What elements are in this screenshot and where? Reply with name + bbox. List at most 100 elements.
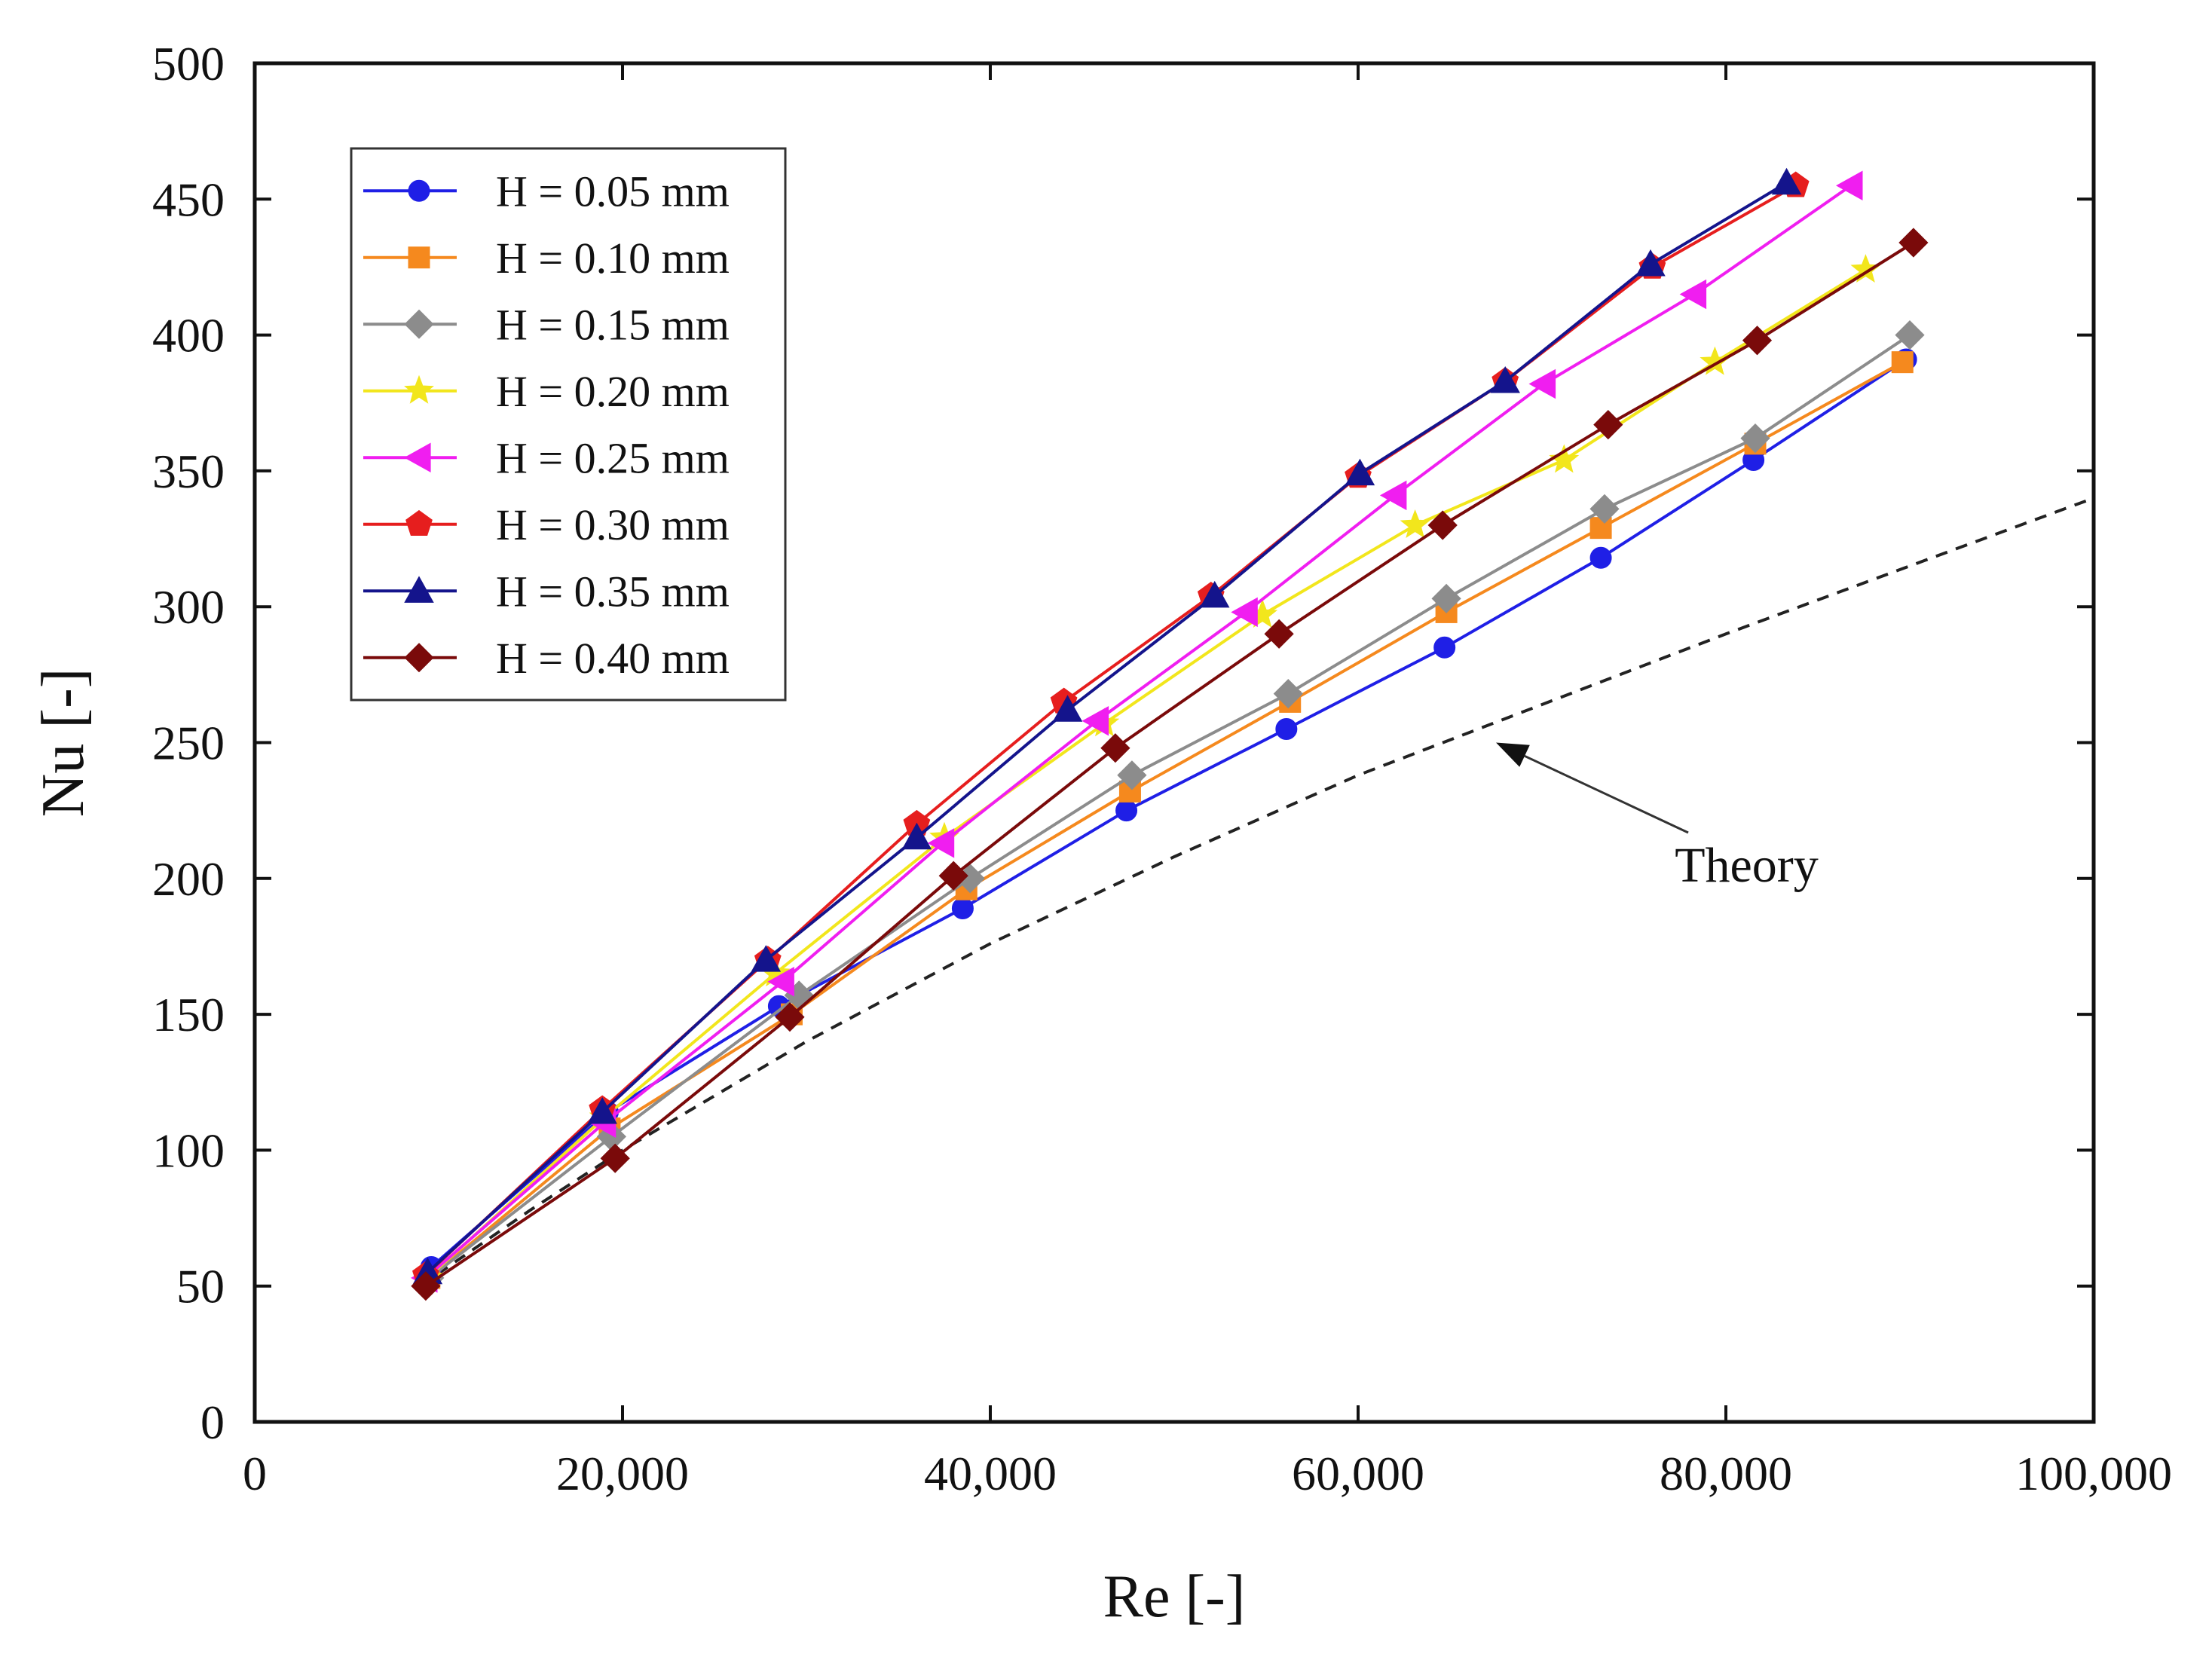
data-point bbox=[1199, 580, 1230, 608]
y-tick-label: 200 bbox=[152, 852, 225, 906]
data-point bbox=[1771, 167, 1802, 195]
data-point bbox=[938, 861, 968, 891]
data-point bbox=[1589, 494, 1620, 524]
legend-item: H = 0.40 mm bbox=[363, 634, 730, 683]
data-point bbox=[1345, 458, 1375, 486]
data-point bbox=[600, 1143, 630, 1173]
data-point bbox=[1431, 583, 1461, 614]
data-point bbox=[901, 822, 932, 850]
x-tick-label: 60,000 bbox=[1292, 1447, 1424, 1500]
data-point bbox=[1052, 695, 1083, 722]
data-point bbox=[1593, 409, 1623, 440]
series-line bbox=[428, 360, 1904, 1279]
series-line bbox=[430, 358, 1908, 1269]
y-tick-label: 350 bbox=[152, 445, 225, 498]
legend-marker bbox=[408, 179, 430, 202]
data-point bbox=[1589, 517, 1612, 540]
data-point bbox=[411, 1271, 441, 1301]
legend-label: H = 0.40 mm bbox=[496, 634, 730, 683]
data-point bbox=[1082, 705, 1109, 736]
theory-arrowhead bbox=[1496, 742, 1530, 767]
x-tick-label: 100,000 bbox=[2015, 1447, 2172, 1500]
y-tick-label: 0 bbox=[200, 1396, 225, 1449]
data-point bbox=[1635, 249, 1666, 277]
legend-marker bbox=[404, 375, 434, 404]
data-point bbox=[1433, 636, 1456, 659]
x-tick-label: 20,000 bbox=[556, 1447, 689, 1500]
y-tick-label: 50 bbox=[176, 1260, 225, 1313]
theory-arrow bbox=[1524, 754, 1689, 834]
y-axis-title: Nu [-] bbox=[30, 668, 96, 818]
legend-marker bbox=[404, 643, 434, 673]
data-point bbox=[1891, 351, 1914, 374]
y-axis-ticks: 0 50 100 150 200 250 300 350 400 450 500 bbox=[152, 37, 2094, 1449]
series-2 bbox=[415, 319, 1925, 1293]
data-point bbox=[1100, 733, 1130, 763]
data-point bbox=[1115, 799, 1138, 822]
data-point bbox=[1679, 279, 1707, 310]
series-6 bbox=[412, 167, 1802, 1285]
data-point bbox=[1589, 546, 1612, 569]
series-4 bbox=[410, 170, 1863, 1293]
data-point bbox=[927, 828, 955, 858]
data-point bbox=[1427, 510, 1458, 540]
series-line bbox=[427, 181, 1788, 1274]
y-tick-label: 500 bbox=[152, 37, 225, 90]
y-tick-label: 100 bbox=[152, 1124, 225, 1177]
x-tick-label: 40,000 bbox=[924, 1447, 1057, 1500]
plot-series bbox=[410, 167, 2094, 1301]
legend-item: H = 0.20 mm bbox=[363, 367, 730, 416]
series-7 bbox=[411, 228, 1929, 1301]
legend-label: H = 0.30 mm bbox=[496, 500, 730, 549]
legend-item: H = 0.10 mm bbox=[363, 234, 730, 283]
data-point bbox=[1275, 717, 1298, 740]
data-point bbox=[1117, 760, 1147, 790]
legend-label: H = 0.20 mm bbox=[496, 367, 730, 416]
legend-marker bbox=[405, 509, 433, 536]
legend-label: H = 0.15 mm bbox=[496, 300, 730, 349]
legend-item: H = 0.15 mm bbox=[363, 300, 730, 349]
data-point bbox=[1231, 597, 1258, 628]
data-point bbox=[951, 897, 974, 919]
x-tick-label: 80,000 bbox=[1660, 1447, 1792, 1500]
legend: H = 0.05 mm H = 0.10 mm H = 0.15 mm H = 0.2… bbox=[350, 147, 787, 702]
theory-line bbox=[419, 497, 2094, 1288]
y-tick-label: 450 bbox=[152, 173, 225, 226]
data-point bbox=[1898, 228, 1929, 258]
theory-annotation: Theory bbox=[1496, 742, 1819, 893]
legend-item: H = 0.25 mm bbox=[363, 433, 730, 482]
legend-label: H = 0.25 mm bbox=[496, 433, 730, 482]
data-point bbox=[1264, 619, 1294, 649]
y-tick-label: 250 bbox=[152, 717, 225, 770]
legend-box bbox=[350, 147, 787, 702]
x-axis-title: Re [-] bbox=[1103, 1564, 1246, 1630]
theory-label: Theory bbox=[1675, 838, 1819, 893]
data-point bbox=[751, 945, 782, 972]
x-axis-ticks: 0 20,000 40,000 60,000 80,000 100,000 bbox=[243, 63, 2172, 1500]
legend-item: H = 0.30 mm bbox=[363, 500, 730, 549]
series-line bbox=[424, 241, 1914, 1288]
legend-marker bbox=[404, 442, 431, 472]
data-point bbox=[1549, 444, 1580, 473]
legend-marker bbox=[404, 309, 434, 339]
data-point bbox=[767, 967, 794, 997]
legend-item: H = 0.05 mm bbox=[363, 167, 730, 216]
legend-marker bbox=[408, 246, 430, 269]
x-tick-label: 0 bbox=[243, 1447, 267, 1500]
data-point bbox=[1835, 170, 1863, 201]
series-line bbox=[424, 184, 1853, 1279]
data-point bbox=[775, 1002, 805, 1032]
legend-label: H = 0.05 mm bbox=[496, 167, 730, 216]
data-point bbox=[1273, 678, 1303, 709]
legend-marker bbox=[404, 576, 434, 603]
legend-label: H = 0.35 mm bbox=[496, 567, 730, 616]
data-point bbox=[587, 1096, 617, 1124]
data-point bbox=[1740, 423, 1770, 454]
y-tick-label: 400 bbox=[152, 309, 225, 362]
data-point bbox=[1742, 326, 1773, 356]
data-point bbox=[1400, 509, 1430, 539]
data-point bbox=[1895, 319, 1925, 350]
y-tick-label: 150 bbox=[152, 988, 225, 1041]
